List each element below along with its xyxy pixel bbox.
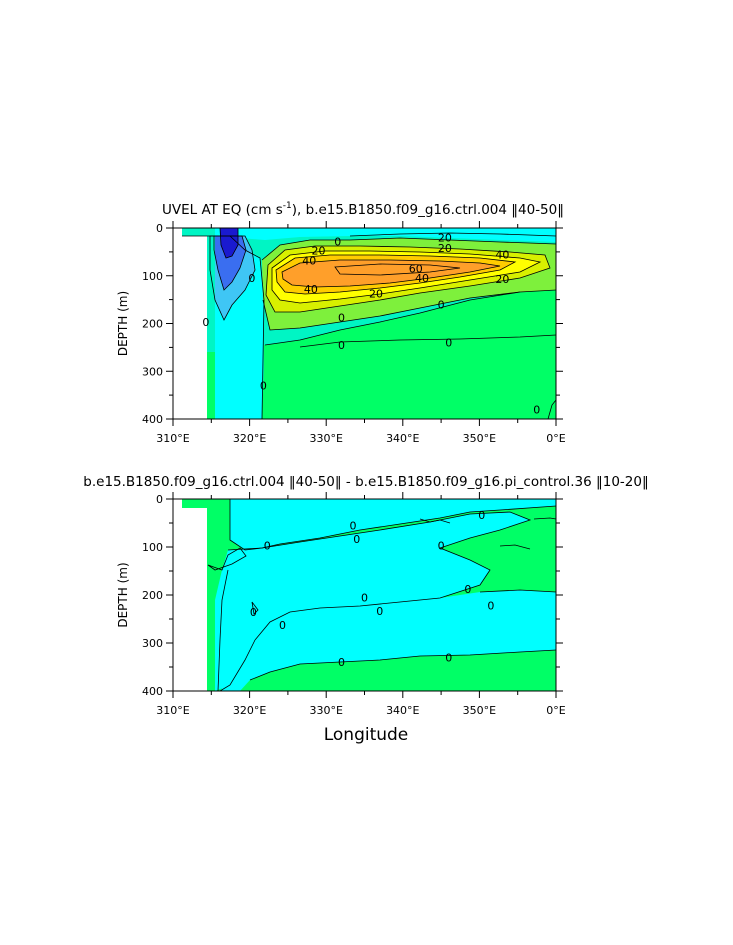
top-contour-label-7: 40: [415, 272, 429, 285]
bottom-x-ticks: [172, 492, 557, 698]
top-contour-label-2: 0: [334, 235, 341, 248]
top-ytick-100: 100: [142, 270, 163, 283]
top-x-ticks: [172, 221, 557, 426]
top-contour-label-9: 40: [304, 283, 318, 296]
top-contour-label-4: 20: [312, 244, 326, 257]
top-contour-label-6: 60: [409, 263, 423, 276]
top-panel-title: UVEL AT EQ (cm s-1), b.e15.B1850.f09_g16…: [162, 201, 564, 218]
bottom-ytick-100: 100: [142, 541, 163, 554]
bottom-contour-label-0: 0: [350, 519, 357, 532]
bottom-xtick-310: 310°E: [156, 704, 189, 717]
bottom-ytick-400: 400: [142, 685, 163, 698]
bottom-contour-label-5: 0: [361, 591, 368, 604]
top-contour-label-8: 20: [495, 273, 509, 286]
top-xtick-320: 320°E: [233, 432, 266, 445]
top-contour-label-10: 20: [369, 287, 383, 300]
west-dark-blue: [220, 228, 238, 258]
bottom-cyan-lower: [220, 590, 556, 691]
top-ytick-0: 0: [156, 222, 163, 235]
bottom-contour-label-3: 0: [438, 540, 445, 553]
bottom-plot-area: [173, 499, 556, 691]
bottom-contour-label-7: 0: [464, 583, 471, 596]
land-mask-top: [173, 228, 207, 419]
top-contour-label-1: 20: [438, 242, 452, 255]
bottom-contour-label-12: 0: [445, 651, 452, 664]
top-y-ticks: [166, 227, 563, 420]
bottom-cyan-middle: [215, 512, 530, 691]
bottom-xtick-0: 0°E: [546, 704, 565, 717]
bottom-y-ticks: [166, 498, 563, 692]
shelf-strip-top: [182, 228, 207, 236]
bottom-contour-label-4: 0: [478, 509, 485, 522]
shelf-green-top: [207, 352, 215, 419]
top-contour-label-12: 0: [338, 311, 345, 324]
top-contour-label-18: 0: [533, 403, 540, 416]
top-ytick-200: 200: [142, 318, 163, 331]
top-xtick-350: 350°E: [463, 432, 496, 445]
bottom-contour-label-11: 0: [338, 656, 345, 669]
bottom-contour-label-6: 0: [376, 605, 383, 618]
land-mask-bottom: [173, 499, 207, 691]
bottom-xtick-330: 330°E: [309, 704, 342, 717]
top-xtick-340: 340°E: [386, 432, 419, 445]
top-contour-label-3: 40: [495, 248, 509, 261]
top-contour-label-17: 0: [248, 272, 255, 285]
bottom-contour-label-1: 0: [353, 533, 360, 546]
bottom-contour-label-10: 0: [279, 619, 286, 632]
bottom-ytick-200: 200: [142, 589, 163, 602]
top-contour-label-16: 0: [260, 380, 267, 393]
bottom-y-tick-labels: 0 100 200 300 400: [142, 493, 163, 698]
bottom-ytick-300: 300: [142, 637, 163, 650]
top-contour-label-0: 20: [438, 232, 452, 245]
top-y-axis-label: DEPTH (m): [116, 291, 130, 356]
top-contour-lines: [182, 228, 556, 419]
shelf-strip-bottom: [182, 499, 207, 508]
bottom-contour-label-9: 0: [250, 606, 257, 619]
top-plot-area: [173, 228, 556, 419]
top-contour-label-5: 40: [302, 255, 316, 268]
top-xtick-330: 330°E: [309, 432, 342, 445]
bottom-xtick-320: 320°E: [233, 704, 266, 717]
top-xtick-310: 310°E: [156, 432, 189, 445]
top-contour-label-11: 0: [438, 298, 445, 311]
top-panel: UVEL AT EQ (cm s-1), b.e15.B1850.f09_g16…: [116, 201, 566, 445]
bottom-panel: b.e15.B1850.f09_g16.ctrl.004 ‖40-50‖ - b…: [83, 474, 648, 745]
deep-green-region: [264, 335, 556, 419]
top-y-tick-labels: 0 100 200 300 400: [142, 222, 163, 426]
bottom-panel-title: b.e15.B1850.f09_g16.ctrl.004 ‖40-50‖ - b…: [83, 474, 648, 490]
top-ytick-300: 300: [142, 365, 163, 378]
top-contour-label-14: 0: [445, 337, 452, 350]
bottom-x-axis-label: Longitude: [324, 725, 409, 745]
top-contour-label-13: 0: [338, 339, 345, 352]
bottom-contour-lines: [207, 499, 556, 691]
top-contour-label-15: 0: [202, 316, 209, 329]
bottom-y-axis-label: DEPTH (m): [116, 562, 130, 627]
bottom-xtick-340: 340°E: [386, 704, 419, 717]
top-ytick-400: 400: [142, 413, 163, 426]
top-x-tick-labels: 310°E 320°E 330°E 340°E 350°E 0°E: [156, 432, 565, 445]
west-mid-blue: [214, 236, 246, 290]
bottom-x-tick-labels: 310°E 320°E 330°E 340°E 350°E 0°E: [156, 704, 565, 717]
shelf-column-bottom: [207, 499, 215, 691]
bottom-contour-label-8: 0: [487, 600, 494, 613]
bottom-ytick-0: 0: [156, 493, 163, 506]
top-xtick-0: 0°E: [546, 432, 565, 445]
bottom-xtick-350: 350°E: [463, 704, 496, 717]
bottom-cyan-upper: [230, 499, 556, 550]
bottom-contour-label-2: 0: [264, 540, 271, 553]
